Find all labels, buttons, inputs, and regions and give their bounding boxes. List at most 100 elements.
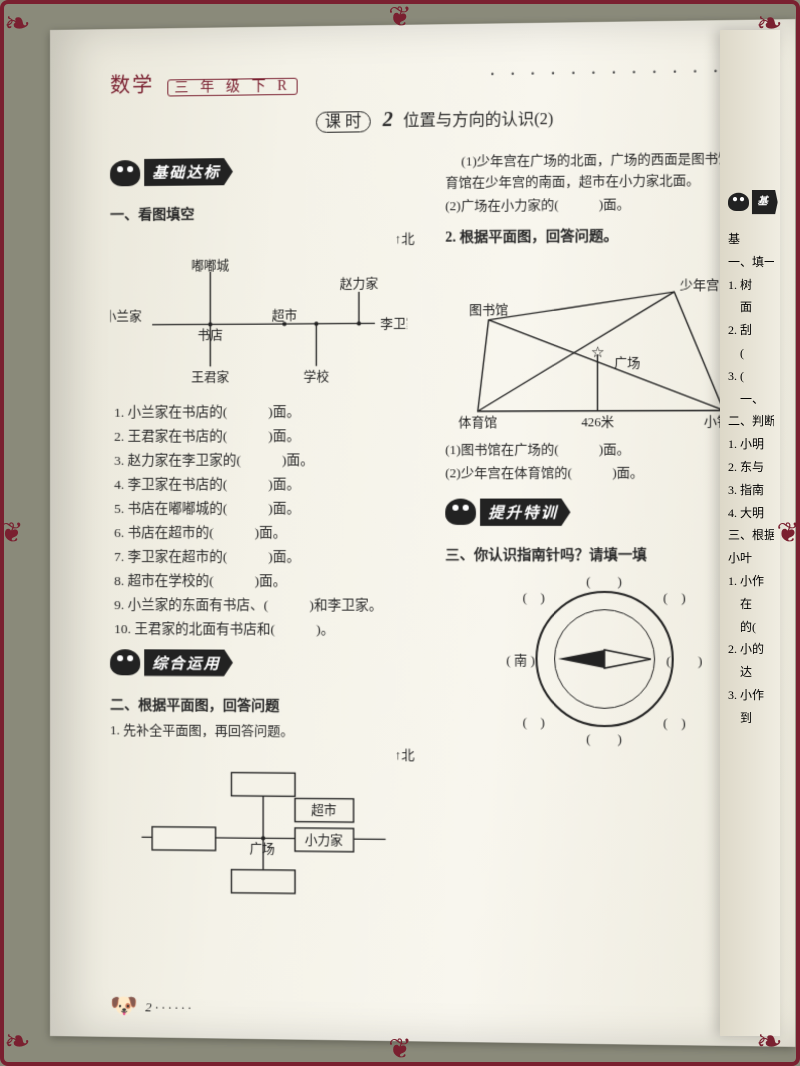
next-page-fragment: 1. 小明 — [728, 433, 774, 456]
svg-text:426米: 426米 — [581, 415, 614, 429]
svg-text:超市: 超市 — [311, 803, 337, 818]
next-page-fragment: 3. ( — [728, 365, 774, 388]
section-advanced: 提升特训 — [445, 498, 570, 525]
flourish: ❦ — [388, 1032, 411, 1066]
next-page-fragment: 在 — [728, 593, 774, 616]
question-item: 1. 小兰家在书店的( )面。 — [114, 402, 423, 424]
flourish: ❦ — [388, 0, 411, 34]
left-column: 基础达标 一、看图填空 ↑北 小兰家 书店 嘟嘟城 超市 王君家 学 — [110, 150, 423, 915]
svg-text:小力家: 小力家 — [305, 832, 344, 847]
subheading: 2. 根据平面图，回答问题。 — [445, 224, 764, 247]
workbook-page: 数学 三 年 级 下 R · · · · · · · · · · · · · ·… — [50, 19, 795, 1047]
next-page-fragment: 一、填一填 — [728, 251, 774, 274]
question-item: (1)图书馆在广场的( )面。 — [445, 439, 764, 461]
subheading: 一、看图填空 — [110, 201, 423, 224]
lesson-title: 位置与方向的认识(2) — [403, 111, 553, 130]
next-page-fragment: 1. 小作 — [728, 570, 774, 593]
next-page-fragment: 小叶 — [728, 547, 774, 570]
lesson-badge: 课 时 — [316, 111, 371, 133]
section-integrated: 综合运用 — [110, 649, 233, 677]
north-indicator: ↑北 — [110, 743, 423, 764]
compass-blank: ( ) — [666, 649, 702, 668]
next-page-fragment: 的( — [728, 616, 774, 639]
mascot-footer-icon: 🐶 — [110, 993, 138, 1019]
north-indicator: ↑北 — [110, 228, 423, 250]
subheading: 二、根据平面图，回答问题 — [110, 694, 423, 716]
svg-text:广场: 广场 — [249, 842, 274, 856]
question-item: (2)少年宫在体育馆的( )面。 — [445, 463, 764, 485]
map-diagram-1: 小兰家 书店 嘟嘟城 超市 王君家 学校 赵力家 李卫家 — [110, 249, 407, 388]
compass-blank: ( ) — [663, 712, 685, 731]
svg-text:广场: 广场 — [614, 357, 640, 371]
mascot-icon — [445, 499, 476, 525]
flourish: ❦ — [777, 516, 800, 550]
compass-blank: ( ) — [523, 711, 545, 730]
svg-text:李卫家: 李卫家 — [380, 315, 407, 330]
next-page-fragment: 到 — [728, 707, 774, 730]
svg-text:嘟嘟城: 嘟嘟城 — [191, 258, 229, 272]
compass-blank: ( ) — [586, 728, 622, 748]
question-prompt: 1. 先补全平面图，再回答问题。 — [110, 720, 423, 743]
corner-ornament: ❧ — [756, 4, 796, 44]
next-page-fragment: 二、判断( — [728, 410, 774, 433]
map-diagram-2: 超市 广场 小力家 — [110, 764, 407, 904]
question-item: 4. 李卫家在书店的( )面。 — [114, 474, 423, 495]
section-label: 综合运用 — [144, 649, 233, 676]
paragraph: (1)少年宫在广场的北面，广场的西面是图书馆，体育馆在少年宫的南面，超市在小力家… — [445, 148, 764, 194]
question-list-1: 1. 小兰家在书店的( )面。 2. 王君家在书店的( )面。 3. 赵力家在李… — [110, 402, 423, 641]
next-page-fragment: 2. 小的 — [728, 638, 774, 661]
svg-text:体育馆: 体育馆 — [458, 414, 497, 429]
svg-text:小兰家: 小兰家 — [110, 309, 142, 324]
corner-ornament: ❧ — [756, 1022, 796, 1062]
question-item: 5. 书店在嘟嘟城的( )面。 — [114, 499, 423, 520]
question-item: 6. 书店在超市的( )面。 — [114, 523, 423, 544]
question-item: 3. 赵力家在李卫家的( )面。 — [114, 450, 423, 472]
question-item: 2. 王君家在书店的( )面。 — [114, 426, 423, 448]
north-indicator: ↑北 — [445, 251, 764, 273]
subheading: 三、你认识指南针吗？请填一填 — [445, 544, 764, 565]
next-page-fragment: ( — [728, 342, 774, 365]
compass-diagram: ( ) ( ) ( 南 ) ( ) ( ) ( ) ( ) ( ) — [516, 572, 691, 745]
next-page-fragment: 2. 东与 — [728, 456, 774, 479]
flourish: ❦ — [0, 516, 23, 550]
svg-text:学校: 学校 — [304, 369, 330, 384]
compass-blank: ( ) — [586, 570, 622, 589]
next-page-fragment: 4. 大明 — [728, 502, 774, 525]
next-page-fragment: 一、 — [728, 388, 774, 411]
svg-text:☆: ☆ — [591, 345, 605, 361]
lesson-title-row: 课 时 2 位置与方向的认识(2) — [110, 102, 764, 135]
compass-blank: ( ) — [523, 587, 545, 606]
right-column: (1)少年宫在广场的北面，广场的西面是图书馆，体育馆在少年宫的南面，超市在小力家… — [445, 146, 764, 918]
map-diagram-3: ☆ 图书馆 少年宫 广场 体育馆 小钢家 426米 — [445, 270, 751, 433]
question-item: 8. 超市在学校的( )面。 — [114, 571, 423, 592]
svg-text:书店: 书店 — [198, 328, 223, 342]
next-page-fragment: 达 — [728, 661, 774, 684]
compass-blank: ( ) — [663, 587, 685, 606]
question-item: (2)广场在小力家的( )面。 — [445, 193, 764, 217]
svg-text:图书馆: 图书馆 — [469, 304, 508, 318]
svg-text:超市: 超市 — [272, 308, 297, 323]
next-page-fragment: 2. 刮 — [728, 319, 774, 342]
next-page-fragment: 1. 树 — [728, 274, 774, 297]
grade-tags: 三 年 级 下 R — [167, 78, 298, 97]
next-page-sliver: 基 基一、填一填1. 树 面2. 刮 (3. ( 一、二、判断(1. 小明2. … — [720, 30, 780, 1036]
question-item: 9. 小兰家的东面有书店、( )和李卫家。 — [114, 595, 423, 617]
section-basics: 基础达标 — [110, 158, 233, 186]
corner-ornament: ❧ — [4, 4, 44, 44]
next-page-fragment: 3. 小作 — [728, 684, 774, 707]
question-item: 10. 王君家的北面有书店和( )。 — [114, 619, 423, 641]
page-number: 2 · · · · · · — [145, 999, 191, 1016]
lesson-number: 2 — [383, 109, 393, 131]
question-item: 7. 李卫家在超市的( )面。 — [114, 547, 423, 568]
subject-label: 数学 — [110, 75, 154, 98]
mascot-icon — [110, 649, 140, 675]
section-label: 基础达标 — [144, 158, 233, 186]
svg-text:少年宫: 少年宫 — [680, 279, 720, 294]
next-page-fragment: 基 — [728, 228, 774, 251]
next-page-fragment: 3. 指南 — [728, 479, 774, 502]
next-page-fragment: 面 — [728, 296, 774, 319]
compass-label-filled: ( 南 ) — [506, 649, 535, 668]
next-page-fragment: 三、根据图 — [728, 524, 774, 547]
section-label: 提升特训 — [480, 498, 570, 525]
mascot-icon — [110, 160, 140, 186]
